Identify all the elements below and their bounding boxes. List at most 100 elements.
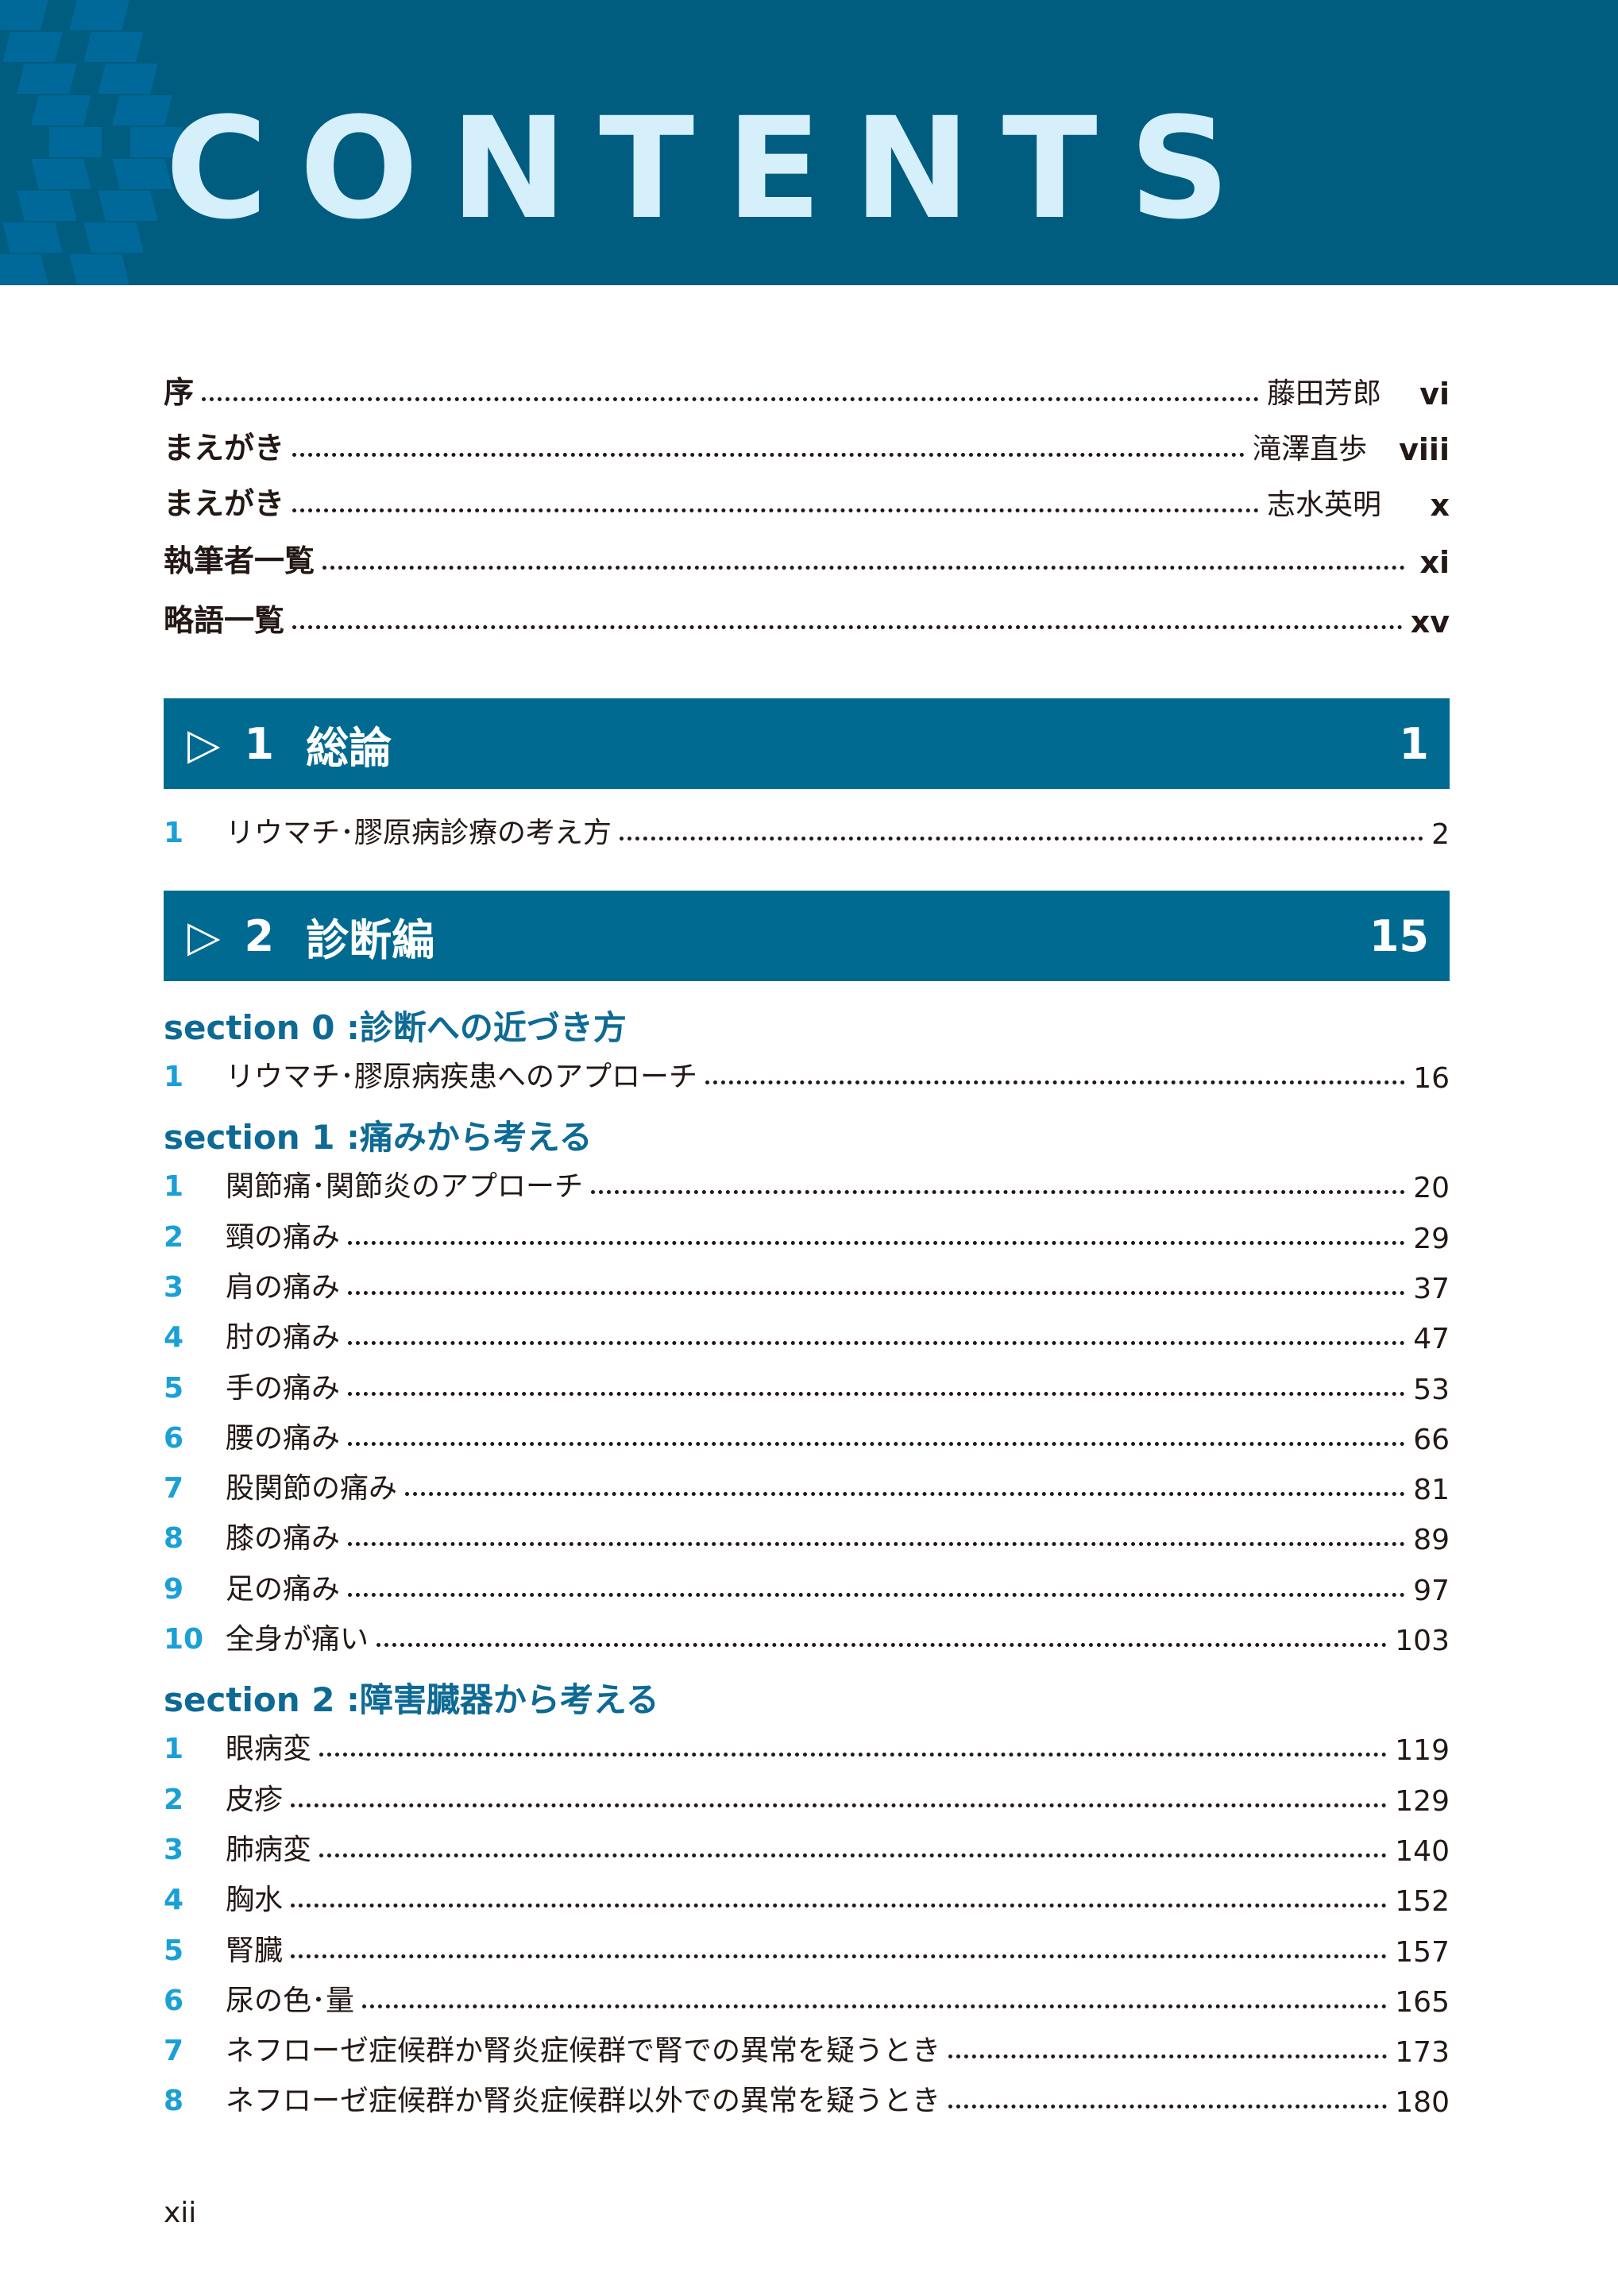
entry-title: 膝の痛み bbox=[226, 1522, 341, 1556]
dot-leader bbox=[319, 1853, 1388, 1857]
entry-label-group: 5 腎臓 bbox=[164, 1927, 283, 1969]
entry-title: 略語一覧 bbox=[164, 603, 285, 638]
section-title: section 1 :痛みから考える bbox=[164, 1118, 593, 1158]
toc-entry[interactable]: 7 ネフローゼ症候群か腎炎症候群で腎での異常を疑うとき 173 bbox=[164, 2031, 1450, 2069]
toc-entry[interactable]: 10 全身が痛い 103 bbox=[164, 1619, 1450, 1657]
front-matter-row[interactable]: 略語一覧 xv bbox=[164, 601, 1450, 640]
toc-entry[interactable]: 1 リウマチ･膠原病診療の考え方 2 bbox=[164, 813, 1450, 851]
dot-leader bbox=[948, 2054, 1388, 2059]
dot-leader bbox=[377, 1643, 1388, 1647]
entry-page: 152 bbox=[1395, 1885, 1450, 1919]
stripe-shape bbox=[69, 0, 129, 30]
dot-leader bbox=[319, 1753, 1388, 1757]
chapter-number: 1 bbox=[244, 718, 275, 769]
entry-page: 81 bbox=[1413, 1474, 1450, 1507]
chapter-header[interactable]: ▷ 2 診断編 15 bbox=[164, 891, 1450, 981]
entry-title: まえがき bbox=[164, 431, 285, 466]
toc-entry[interactable]: 4 肘の痛み 47 bbox=[164, 1317, 1450, 1355]
entry-number: 8 bbox=[164, 1522, 184, 1556]
toc-entry[interactable]: 8 ネフローゼ症候群か腎炎症候群以外での異常を疑うとき 180 bbox=[164, 2081, 1450, 2119]
toc-entry[interactable]: 4 胸水 152 bbox=[164, 1880, 1450, 1918]
entry-number: 5 bbox=[164, 1934, 184, 1967]
entry-title: 足の痛み bbox=[226, 1572, 341, 1606]
entry-title: 皮疹 bbox=[226, 1783, 284, 1816]
toc-entry[interactable]: 6 腰の痛み 66 bbox=[164, 1418, 1450, 1456]
entry-label-group: 4 胸水 bbox=[164, 1877, 283, 1918]
entry-page: 157 bbox=[1395, 1935, 1450, 1969]
entry-number: 7 bbox=[164, 1472, 184, 1506]
section-title: section 2 :障害臓器から考える bbox=[164, 1680, 659, 1720]
stripe-shape bbox=[17, 191, 77, 221]
chapter-title: 総論 bbox=[306, 722, 392, 773]
entry-title: リウマチ･膠原病診療の考え方 bbox=[226, 817, 612, 849]
toc-entry[interactable]: 3 肺病変 140 bbox=[164, 1830, 1450, 1868]
entry-number: 6 bbox=[164, 1984, 184, 2017]
entry-number: 3 bbox=[164, 1270, 184, 1304]
front-matter-row[interactable]: 執筆者一覧 xi bbox=[164, 542, 1450, 580]
entry-label-group: 7 ネフローゼ症候群か腎炎症候群で腎での異常を疑うとき bbox=[164, 2027, 940, 2069]
toc-entry[interactable]: 2 皮疹 129 bbox=[164, 1780, 1450, 1818]
stripe-shape bbox=[0, 0, 48, 30]
dot-leader bbox=[362, 2004, 1388, 2008]
chapter-header[interactable]: ▷ 1 総論 1 bbox=[164, 698, 1450, 789]
entry-author: 志水英明 bbox=[1266, 489, 1381, 521]
entry-number: 10 bbox=[164, 1623, 204, 1656]
stripe-shape bbox=[31, 95, 91, 126]
entry-title: リウマチ･膠原病疾患へのアプローチ bbox=[226, 1061, 698, 1093]
dot-leader bbox=[292, 508, 1259, 512]
dot-leader bbox=[348, 1441, 1406, 1446]
entry-number: 8 bbox=[164, 2085, 184, 2118]
entry-title: 執筆者一覧 bbox=[164, 543, 315, 578]
entry-title: 胸水 bbox=[226, 1884, 284, 1917]
entry-number: 4 bbox=[164, 1884, 184, 1917]
toc-entry[interactable]: 3 肩の痛み 37 bbox=[164, 1267, 1450, 1305]
toc-entry[interactable]: 2 頸の痛み 29 bbox=[164, 1217, 1450, 1255]
front-matter-row[interactable]: まえがき 滝澤直歩 viii bbox=[164, 429, 1450, 467]
front-matter-row[interactable]: まえがき 志水英明 x bbox=[164, 485, 1450, 523]
entry-number: 4 bbox=[164, 1321, 184, 1355]
entry-page: 53 bbox=[1413, 1373, 1450, 1406]
dot-leader bbox=[291, 1904, 1388, 1908]
entry-page: 16 bbox=[1413, 1062, 1450, 1095]
entry-page: 129 bbox=[1395, 1784, 1450, 1818]
stripe-shape bbox=[0, 254, 48, 284]
chapter-number: 2 bbox=[244, 910, 275, 961]
entry-number: 6 bbox=[164, 1421, 184, 1455]
toc-entry[interactable]: 9 足の痛み 97 bbox=[164, 1569, 1450, 1607]
entry-page: 173 bbox=[1395, 2036, 1450, 2070]
entry-title: 序 bbox=[164, 375, 195, 410]
entry-label-group: 2 頸の痛み bbox=[164, 1214, 340, 1255]
entry-page: 37 bbox=[1413, 1272, 1450, 1305]
entry-title: 肘の痛み bbox=[226, 1321, 341, 1355]
triangle-right-icon: ▷ bbox=[187, 910, 221, 961]
dot-leader bbox=[948, 2105, 1388, 2109]
entry-title: ネフローゼ症候群か腎炎症候群で腎での異常を疑うとき bbox=[226, 2035, 941, 2068]
toc-entry[interactable]: 6 尿の色･量 165 bbox=[164, 1981, 1450, 2019]
entry-number: 9 bbox=[164, 1572, 184, 1606]
dot-leader bbox=[291, 1803, 1388, 1807]
entry-title: 股関節の痛み bbox=[226, 1472, 398, 1506]
entry-page: vi bbox=[1419, 377, 1450, 412]
toc-entry[interactable]: 5 手の痛み 53 bbox=[164, 1368, 1450, 1406]
toc-entry[interactable]: 5 腎臓 157 bbox=[164, 1931, 1450, 1969]
entry-number: 1 bbox=[164, 1061, 184, 1093]
toc-entry[interactable]: 1 リウマチ･膠原病疾患へのアプローチ 16 bbox=[164, 1057, 1450, 1095]
stripe-shape bbox=[83, 32, 144, 62]
toc-entry[interactable]: 8 膝の痛み 89 bbox=[164, 1518, 1450, 1556]
toc-entry[interactable]: 7 股関節の痛み 81 bbox=[164, 1468, 1450, 1506]
stripe-shape bbox=[98, 191, 158, 221]
dot-leader bbox=[348, 1391, 1406, 1396]
entry-label-group: 1 リウマチ･膠原病疾患へのアプローチ bbox=[164, 1053, 697, 1095]
toc-entry[interactable]: 1 眼病変 119 bbox=[164, 1729, 1450, 1767]
entry-number: 3 bbox=[164, 1833, 184, 1866]
entry-label-group: 1 眼病変 bbox=[164, 1726, 311, 1767]
front-matter-row[interactable]: 序 藤田芳郎 vi bbox=[164, 373, 1450, 412]
stripe-shape bbox=[112, 95, 172, 126]
entry-label-group: 1 関節痛･関節炎のアプローチ bbox=[164, 1163, 583, 1204]
stripe-shape bbox=[2, 222, 63, 253]
entry-label-group: 8 膝の痛み bbox=[164, 1515, 340, 1556]
toc-entry[interactable]: 1 関節痛･関節炎のアプローチ 20 bbox=[164, 1166, 1450, 1204]
entry-page: 2 bbox=[1431, 818, 1450, 851]
entry-label-group: 5 手の痛み bbox=[164, 1365, 340, 1406]
chapter-title: 診断編 bbox=[306, 914, 435, 965]
